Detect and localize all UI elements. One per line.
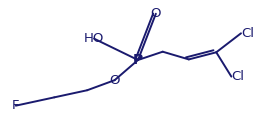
Text: O: O [151,7,161,20]
Text: F: F [12,99,20,112]
Text: Cl: Cl [241,27,254,40]
Text: HO: HO [84,32,104,45]
Text: Cl: Cl [231,70,244,83]
Text: P: P [133,53,143,67]
Text: O: O [109,74,120,87]
